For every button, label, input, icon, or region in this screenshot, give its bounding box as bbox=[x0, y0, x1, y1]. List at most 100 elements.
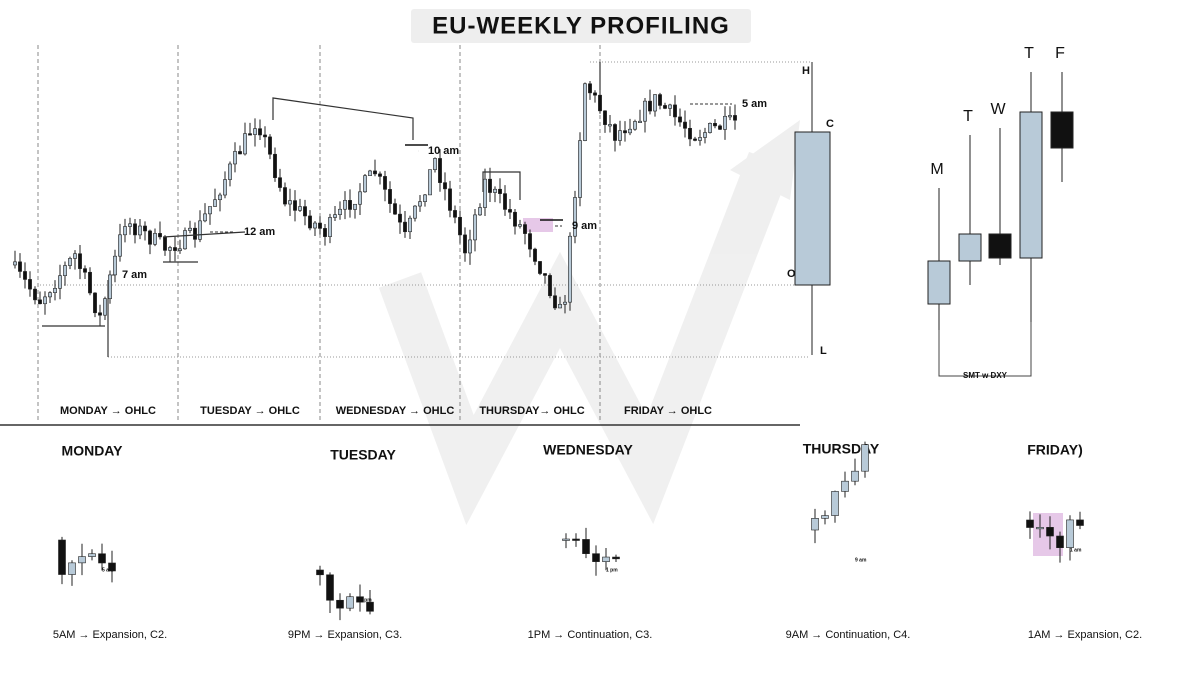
day-letter: T bbox=[963, 108, 973, 125]
candle-body bbox=[88, 271, 92, 294]
candle-body bbox=[108, 562, 116, 572]
panel-time: 1 am bbox=[1070, 547, 1082, 553]
candle-body bbox=[688, 127, 692, 140]
session-label: FRIDAY → OHLC bbox=[624, 405, 712, 417]
candle-body bbox=[683, 121, 687, 129]
candle-body bbox=[598, 94, 602, 112]
candle-body bbox=[418, 201, 422, 207]
candle-body bbox=[658, 94, 662, 106]
candle-body bbox=[408, 217, 412, 233]
day-caption: 9PM → Expansion, C3. bbox=[288, 629, 402, 641]
candle-body bbox=[263, 134, 267, 138]
candle-body bbox=[673, 104, 677, 118]
candle-body bbox=[326, 574, 334, 601]
candle-body bbox=[193, 227, 197, 240]
candle-body bbox=[568, 235, 572, 303]
candle-body bbox=[861, 444, 869, 472]
range-label: C bbox=[826, 118, 834, 130]
day-letter: W bbox=[990, 101, 1006, 118]
candle-body bbox=[123, 226, 127, 236]
candle-body bbox=[316, 569, 324, 576]
candle-body bbox=[453, 210, 457, 218]
candle-body bbox=[633, 121, 637, 130]
candle-body bbox=[578, 140, 582, 198]
candle-body bbox=[643, 100, 647, 122]
candle-body bbox=[13, 261, 17, 266]
smt-bracket bbox=[938, 322, 1032, 377]
range-label: L bbox=[820, 345, 827, 357]
candle-body bbox=[23, 271, 27, 280]
candle-body bbox=[203, 213, 207, 222]
candle-body bbox=[78, 556, 86, 564]
candle-body bbox=[593, 92, 597, 96]
candle-body bbox=[583, 83, 587, 141]
candle-body bbox=[851, 470, 859, 482]
candle-body bbox=[463, 234, 467, 254]
candle-body bbox=[173, 247, 177, 251]
candle-body bbox=[713, 123, 717, 127]
candle-body bbox=[158, 233, 162, 238]
candle-body bbox=[458, 216, 462, 236]
day-caption: 1AM → Expansion, C2. bbox=[1028, 629, 1142, 641]
candle-body bbox=[293, 200, 297, 211]
candle-body bbox=[323, 228, 327, 237]
candle-body bbox=[821, 515, 829, 519]
candle-body bbox=[28, 279, 32, 290]
candle-body bbox=[618, 130, 622, 141]
candle-body bbox=[248, 133, 252, 136]
candle-body bbox=[423, 194, 427, 202]
candle-body bbox=[88, 553, 96, 557]
day-caption: 5AM → Expansion, C2. bbox=[53, 629, 167, 641]
candle-body bbox=[612, 556, 620, 560]
time-label: 5 am bbox=[742, 98, 767, 110]
session-label: THURSDAY→ OHLC bbox=[479, 405, 584, 417]
candle-body bbox=[473, 214, 477, 241]
session-label: MONDAY → OHLC bbox=[60, 405, 156, 417]
candle-body bbox=[98, 553, 106, 564]
candle-body bbox=[188, 227, 192, 231]
candle-body bbox=[288, 200, 292, 205]
candle-body bbox=[198, 220, 202, 240]
time-label: 10 am bbox=[428, 145, 459, 157]
candle-body bbox=[133, 223, 137, 236]
day-title: FRIDAY) bbox=[1027, 442, 1083, 458]
candle-body bbox=[613, 124, 617, 141]
candle-body bbox=[538, 261, 542, 274]
candle-body bbox=[358, 191, 362, 205]
candle-body bbox=[478, 207, 482, 216]
candle-body bbox=[498, 188, 502, 194]
structure-line bbox=[162, 231, 246, 238]
title: EU-WEEKLY PROFILING bbox=[432, 12, 730, 39]
main-chart: 7 am 12 am 10 am 9 am 5 am MONDAY → OHLC TUESD… bbox=[13, 45, 834, 420]
candle-body bbox=[353, 203, 357, 210]
candle-body bbox=[603, 110, 607, 125]
candle-body bbox=[698, 137, 702, 141]
candle-body bbox=[1076, 519, 1084, 526]
candle-body bbox=[528, 233, 532, 250]
candle-body bbox=[58, 539, 66, 575]
candle-body bbox=[308, 215, 312, 229]
candle-body bbox=[278, 177, 282, 188]
candle-body bbox=[1046, 527, 1054, 537]
candle-body bbox=[1050, 111, 1074, 149]
candle-body bbox=[648, 100, 652, 112]
candle-body bbox=[53, 288, 57, 293]
candle-body bbox=[93, 292, 97, 314]
candle-body bbox=[373, 170, 377, 175]
session-label: TUESDAY → OHLC bbox=[200, 405, 300, 417]
time-label: 7 am bbox=[122, 269, 147, 281]
panel-time: 5 am bbox=[102, 567, 114, 573]
day-panels: MONDAY 5AM → Expansion, C2. 5 am TUESDAY 9PM… bbox=[53, 441, 1142, 641]
candle-body bbox=[438, 158, 442, 183]
candle-body bbox=[58, 275, 62, 289]
candle-body bbox=[48, 292, 52, 298]
title-box bbox=[411, 9, 751, 43]
candle-body bbox=[582, 539, 590, 554]
candle-body bbox=[113, 255, 117, 276]
candle-body bbox=[153, 233, 157, 245]
candle-body bbox=[602, 556, 610, 562]
candle-body bbox=[811, 518, 819, 531]
session-label: WEDNESDAY → OHLC bbox=[336, 405, 455, 417]
